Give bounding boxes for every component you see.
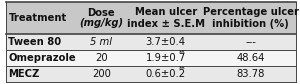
- Text: 0.6±0.2: 0.6±0.2: [146, 69, 186, 79]
- Text: 1.9±0.7: 1.9±0.7: [146, 53, 186, 63]
- Text: **: **: [179, 66, 186, 72]
- Text: MECZ: MECZ: [8, 69, 40, 79]
- Text: Omeprazole: Omeprazole: [8, 53, 76, 63]
- Text: Mean ulcer
index ± S.E.M: Mean ulcer index ± S.E.M: [127, 7, 205, 29]
- Text: 48.64: 48.64: [236, 53, 265, 63]
- Text: 200: 200: [92, 69, 111, 79]
- Text: 3.7±0.4: 3.7±0.4: [146, 37, 186, 47]
- Text: ---: ---: [245, 37, 256, 47]
- Text: Treatment: Treatment: [8, 13, 67, 23]
- Text: 5 ml: 5 ml: [90, 37, 112, 47]
- Text: 83.78: 83.78: [236, 69, 265, 79]
- Text: (mg/kg): (mg/kg): [79, 18, 123, 28]
- Text: 20: 20: [95, 53, 108, 63]
- Text: Percentage ulcer
inhibition (%): Percentage ulcer inhibition (%): [202, 7, 298, 29]
- Text: Dose: Dose: [87, 8, 115, 18]
- Text: **: **: [179, 50, 186, 56]
- Text: Tween 80: Tween 80: [8, 37, 61, 47]
